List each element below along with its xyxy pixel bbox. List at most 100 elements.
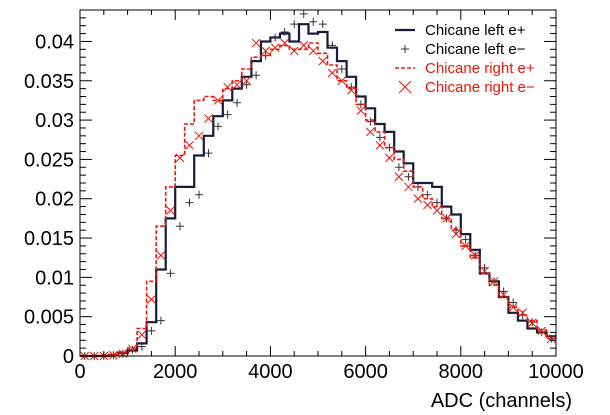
legend-label: Chicane left e− xyxy=(425,41,526,58)
y-tick-label: 0.01 xyxy=(35,267,74,289)
data-point xyxy=(289,46,299,56)
data-point xyxy=(137,342,146,351)
data-point xyxy=(156,316,165,325)
data-point xyxy=(290,20,299,29)
y-tick-label: 0.03 xyxy=(35,110,74,132)
y-tick-label: 0.015 xyxy=(24,228,74,250)
axes-layer: 0 2000 4000 6000 8000 10000 0 0.005 0.01 0.015 0.0… xyxy=(24,9,584,383)
data-point xyxy=(261,46,270,56)
data-point xyxy=(232,80,242,90)
data-point xyxy=(194,131,204,141)
data-point xyxy=(413,194,423,204)
data-point xyxy=(252,71,261,80)
data-point xyxy=(327,68,337,78)
data-point xyxy=(337,76,347,86)
series-layer xyxy=(80,9,556,361)
data-point xyxy=(299,41,309,50)
data-point xyxy=(185,198,194,207)
data-point xyxy=(346,85,356,95)
legend-label: Chicane right e− xyxy=(425,79,535,96)
data-point xyxy=(271,33,280,42)
data-point xyxy=(518,308,528,318)
data-point xyxy=(166,269,175,278)
data-point xyxy=(509,298,518,307)
data-point xyxy=(318,56,328,66)
data-point xyxy=(432,206,442,215)
data-point xyxy=(508,302,518,312)
data-point xyxy=(299,9,308,18)
data-point xyxy=(337,64,346,73)
x-tick-label: 8000 xyxy=(439,361,484,383)
data-point xyxy=(242,80,251,89)
data-point xyxy=(223,110,232,119)
data-point xyxy=(423,200,432,210)
data-point xyxy=(356,106,366,116)
legend-entry: Chicane right e− xyxy=(398,79,535,96)
data-point xyxy=(185,140,194,150)
data-point xyxy=(233,98,242,107)
data-point xyxy=(214,122,223,131)
data-point xyxy=(270,43,280,53)
legend-label: Chicane left e+ xyxy=(425,22,526,39)
data-point xyxy=(528,318,537,327)
series-4 xyxy=(80,38,556,361)
data-point xyxy=(366,127,375,137)
legend-entry: Chicane right e+ xyxy=(395,60,535,77)
x-tick-label: 6000 xyxy=(343,361,388,383)
series-3 xyxy=(80,42,556,357)
data-point xyxy=(147,326,156,335)
data-point xyxy=(489,276,499,286)
data-point xyxy=(242,76,251,86)
data-point xyxy=(452,226,461,235)
x-tick-label: 2000 xyxy=(153,361,198,383)
y-tick-label: 0 xyxy=(63,346,74,368)
data-point xyxy=(470,250,480,260)
data-point xyxy=(394,163,403,172)
data-point xyxy=(213,96,223,105)
data-point xyxy=(280,38,290,48)
series-line xyxy=(80,23,556,358)
data-point xyxy=(546,334,556,344)
legend-swatch xyxy=(398,80,412,94)
legend-entry: Chicane left e− xyxy=(401,41,526,58)
data-point xyxy=(375,140,385,150)
data-point xyxy=(385,153,394,163)
data-point xyxy=(451,229,461,239)
series-line xyxy=(80,42,556,357)
data-point xyxy=(499,290,508,300)
x-tick-label: 0 xyxy=(74,361,85,383)
legend-label: Chicane right e+ xyxy=(425,60,535,77)
legend-entry: Chicane left e+ xyxy=(395,22,526,39)
data-point xyxy=(147,295,156,304)
x-tick-label: 4000 xyxy=(248,361,293,383)
y-tick-label: 0.04 xyxy=(35,31,74,53)
data-point xyxy=(423,190,432,199)
data-point xyxy=(108,350,118,360)
x-tick-label: 10000 xyxy=(528,361,584,383)
data-point xyxy=(394,172,404,182)
data-point xyxy=(318,20,327,29)
data-point xyxy=(480,266,489,276)
data-point xyxy=(204,114,213,123)
data-point xyxy=(461,241,470,251)
data-point xyxy=(309,17,318,26)
y-tick-label: 0.035 xyxy=(24,71,74,93)
legend: Chicane left e+ Chicane left e− Chicane ri… xyxy=(395,22,535,96)
data-point xyxy=(527,318,537,328)
data-point xyxy=(404,172,413,181)
data-point xyxy=(280,28,289,37)
data-point xyxy=(461,235,470,244)
y-tick-label: 0.025 xyxy=(24,149,74,171)
data-point xyxy=(128,344,137,354)
data-point xyxy=(375,133,384,142)
x-axis-title: ADC (channels) xyxy=(431,390,572,412)
data-point xyxy=(128,345,137,354)
data-point xyxy=(223,82,232,92)
data-point xyxy=(156,250,166,260)
data-point xyxy=(404,182,413,192)
data-point xyxy=(175,153,185,163)
series-1 xyxy=(80,23,556,358)
data-point xyxy=(166,206,175,215)
data-point xyxy=(433,198,441,207)
